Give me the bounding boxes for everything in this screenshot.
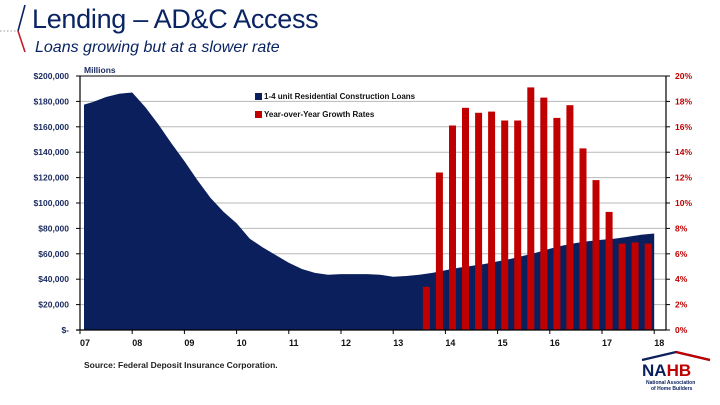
left-tick-label: $60,000 xyxy=(38,249,69,259)
logo-text: NAHB xyxy=(642,361,691,380)
x-tick-label: 16 xyxy=(550,338,560,348)
right-tick-label: 0% xyxy=(675,325,688,335)
right-axis-ticks: 0% 2% 4% 6% 8% 10% 12% 14% 16% 18% 20% xyxy=(666,71,692,335)
growth-bar xyxy=(527,87,535,331)
x-tick-label: 10 xyxy=(237,338,247,348)
left-tick-label: $20,000 xyxy=(38,300,69,310)
right-tick-label: 14% xyxy=(675,147,692,157)
logo-line1: National Association xyxy=(646,380,695,386)
right-tick-label: 16% xyxy=(675,122,692,132)
navy-accent-line xyxy=(17,4,26,32)
right-tick-label: 10% xyxy=(675,198,692,208)
growth-bar xyxy=(514,120,522,330)
x-axis-ticks: 07 08 09 10 11 12 13 14 15 16 17 18 xyxy=(79,330,664,348)
growth-bar xyxy=(553,117,561,331)
legend-label-loans: 1-4 unit Residential Construction Loans xyxy=(264,91,416,101)
growth-bar xyxy=(462,107,469,331)
slide-title: Lending – AD&C Access xyxy=(32,4,319,34)
x-tick-label: 09 xyxy=(184,338,194,348)
growth-bar xyxy=(618,243,626,330)
growth-bar xyxy=(566,105,574,330)
growth-bar xyxy=(422,286,430,330)
right-tick-label: 2% xyxy=(675,300,688,310)
x-tick-label: 11 xyxy=(289,338,299,348)
roof-icon xyxy=(641,350,711,362)
growth-bar xyxy=(592,180,600,330)
growth-bar xyxy=(579,148,587,330)
legend-item-growth: Year-over-Year Growth Rates xyxy=(255,105,415,123)
legend-swatch-navy xyxy=(255,92,262,100)
legend: 1-4 unit Residential Construction Loans … xyxy=(255,87,415,123)
growth-bar xyxy=(475,112,483,330)
x-tick-label: 17 xyxy=(602,338,612,348)
left-axis-label: Millions xyxy=(84,65,116,75)
legend-swatch-red xyxy=(255,110,262,118)
growth-bar xyxy=(449,125,456,330)
x-tick-label: 15 xyxy=(498,338,508,348)
x-tick-label: 13 xyxy=(393,338,403,348)
legend-item-loans: 1-4 unit Residential Construction Loans xyxy=(255,87,415,105)
roof-red-edge xyxy=(675,350,711,362)
left-tick-label: $- xyxy=(61,325,69,335)
nahb-logo: NAHB National Association of Home Builde… xyxy=(641,350,711,392)
right-tick-label: 6% xyxy=(675,249,688,259)
right-tick-label: 4% xyxy=(675,274,688,284)
growth-bar xyxy=(435,172,443,330)
growth-bar-series xyxy=(422,87,652,331)
left-tick-label: $180,000 xyxy=(34,96,70,106)
legend-label-growth: Year-over-Year Growth Rates xyxy=(264,109,375,119)
x-tick-label: 12 xyxy=(341,338,351,348)
left-tick-label: $140,000 xyxy=(34,147,70,157)
right-tick-label: 18% xyxy=(675,96,692,106)
growth-bar xyxy=(540,97,548,330)
right-tick-label: 12% xyxy=(675,173,692,183)
x-tick-label: 14 xyxy=(445,338,455,348)
growth-bar xyxy=(488,111,496,330)
left-axis-ticks: $- $20,000 $40,000 $60,000 $80,000 $100,000 $1… xyxy=(34,71,80,335)
loans-area xyxy=(84,92,655,330)
left-tick-label: $80,000 xyxy=(38,223,69,233)
title-decoration xyxy=(0,4,26,53)
left-tick-label: $100,000 xyxy=(34,198,70,208)
growth-bar xyxy=(631,242,639,330)
loans-area-series xyxy=(84,92,655,330)
red-accent-line xyxy=(17,30,26,53)
source-note: Source: Federal Deposit Insurance Corpor… xyxy=(84,360,278,370)
slide-subtitle: Loans growing but at a slower rate xyxy=(35,39,280,56)
growth-bar xyxy=(605,211,613,330)
left-tick-label: $40,000 xyxy=(38,274,69,284)
left-tick-label: $160,000 xyxy=(34,122,70,132)
x-tick-label: 08 xyxy=(132,338,142,348)
left-tick-label: $200,000 xyxy=(34,71,70,81)
right-tick-label: 8% xyxy=(675,223,688,233)
growth-bar xyxy=(501,120,509,330)
x-tick-label: 07 xyxy=(80,338,90,348)
right-tick-label: 20% xyxy=(675,71,692,81)
growth-bar xyxy=(644,243,652,330)
x-tick-label: 18 xyxy=(654,338,664,348)
left-tick-label: $120,000 xyxy=(34,173,70,183)
logo-line2: of Home Builders xyxy=(651,386,693,392)
